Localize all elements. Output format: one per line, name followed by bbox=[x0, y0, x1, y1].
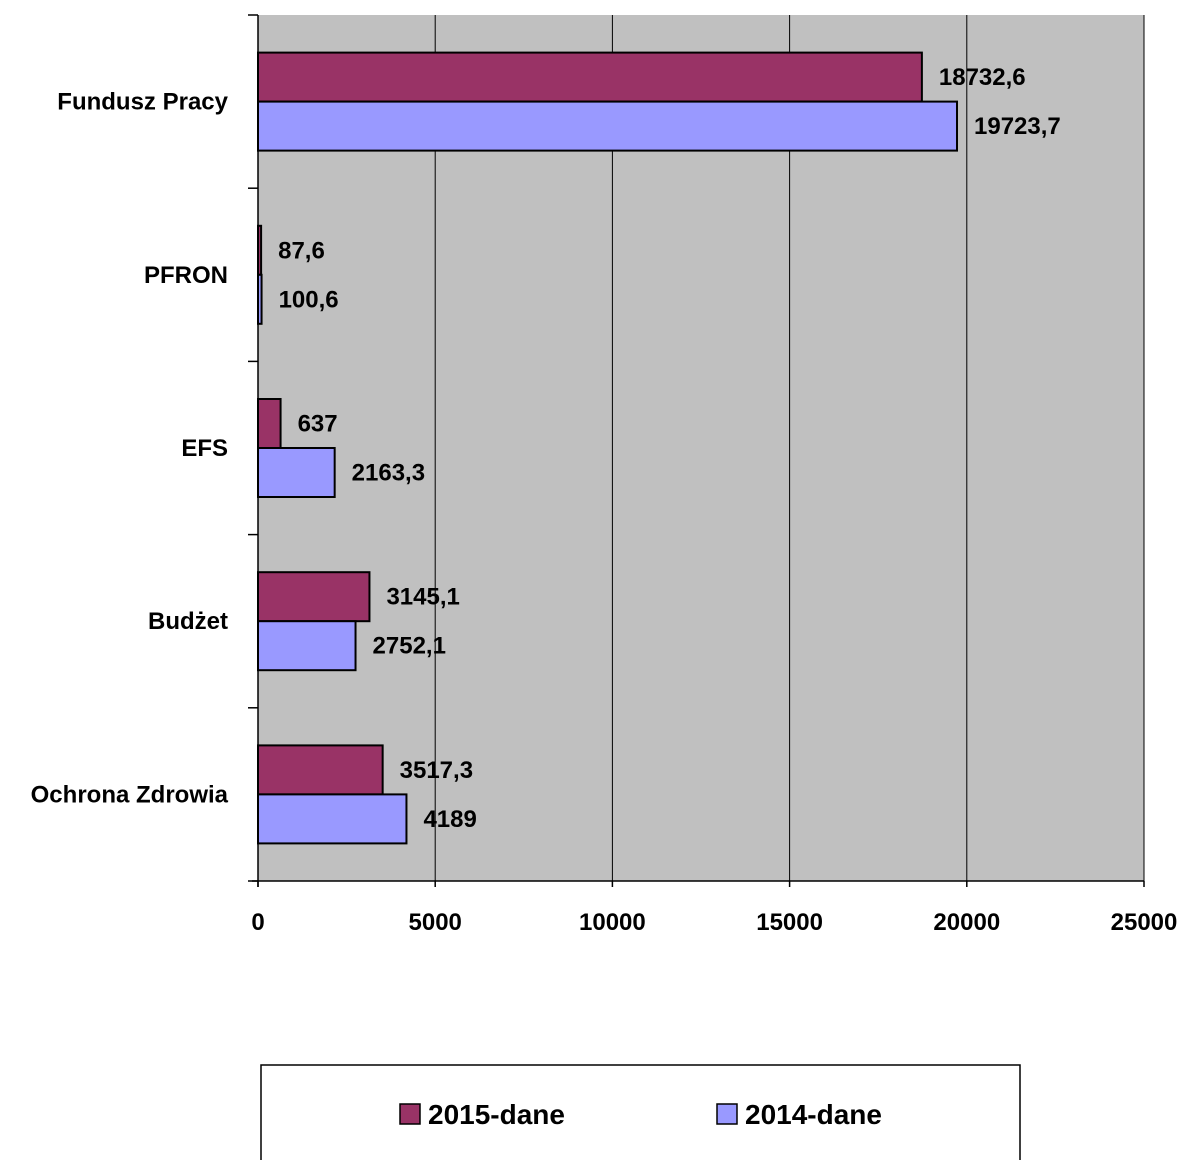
legend-swatch-2014 bbox=[716, 1103, 738, 1125]
data-label: 637 bbox=[298, 411, 338, 438]
bar-2015-dane-pfron bbox=[257, 224, 263, 276]
bar-2014-dane-budżet bbox=[257, 620, 357, 672]
legend-label-2014: 2014-dane bbox=[745, 1099, 882, 1130]
category-label: Budżet bbox=[148, 608, 228, 635]
data-label: 2752,1 bbox=[373, 633, 446, 660]
x-tick-label: 5000 bbox=[409, 909, 462, 936]
bar-2015-dane-budżet bbox=[257, 571, 371, 623]
x-tick-label: 25000 bbox=[1111, 909, 1178, 936]
category-label: PFRON bbox=[144, 262, 228, 289]
x-tick-label: 15000 bbox=[756, 909, 823, 936]
x-tick-label: 10000 bbox=[579, 909, 646, 936]
category-label: Ochrona Zdrowia bbox=[31, 781, 229, 808]
legend-swatch-2015 bbox=[399, 1103, 421, 1125]
data-label: 4189 bbox=[423, 806, 476, 833]
plot-area bbox=[258, 15, 1144, 881]
data-label: 2163,3 bbox=[352, 460, 425, 487]
x-tick-label: 0 bbox=[251, 909, 264, 936]
category-labels: Fundusz Pracy PFRON EFS Budżet Ochrona Zdrow… bbox=[31, 89, 229, 809]
data-label: 18732,6 bbox=[939, 64, 1026, 91]
bar-2015-dane-fundusz-pracy bbox=[257, 51, 923, 103]
data-labels: 18732,6 19723,7 87,6 100,6 637 2163,3 3145,1 27… bbox=[278, 64, 1061, 833]
legend: 2015-dane 2014-dane bbox=[260, 1064, 1021, 1160]
data-label: 3517,3 bbox=[400, 757, 473, 784]
category-label: Fundusz Pracy bbox=[57, 89, 228, 116]
legend-label-2015: 2015-dane bbox=[428, 1099, 565, 1130]
bar-2014-dane-efs bbox=[257, 447, 336, 498]
data-label: 19723,7 bbox=[974, 113, 1061, 140]
data-label: 100,6 bbox=[279, 286, 339, 313]
bar-2014-dane-ochrona-zdrowia bbox=[257, 793, 408, 845]
bar-2015-dane-ochrona-zdrowia bbox=[257, 744, 384, 796]
bar-2014-dane-fundusz-pracy bbox=[257, 100, 959, 152]
bar-2014-dane-pfron bbox=[257, 273, 263, 325]
bars bbox=[257, 51, 959, 845]
legend-box bbox=[260, 1064, 1021, 1160]
category-label: EFS bbox=[181, 435, 228, 462]
bar-2015-dane-efs bbox=[257, 398, 282, 449]
x-tick-label: 20000 bbox=[933, 909, 1000, 936]
data-label: 3145,1 bbox=[386, 584, 459, 611]
gridlines bbox=[434, 15, 1145, 881]
x-tick-labels: 0 5000 10000 15000 20000 25000 bbox=[251, 909, 1177, 936]
data-label: 87,6 bbox=[278, 237, 325, 264]
